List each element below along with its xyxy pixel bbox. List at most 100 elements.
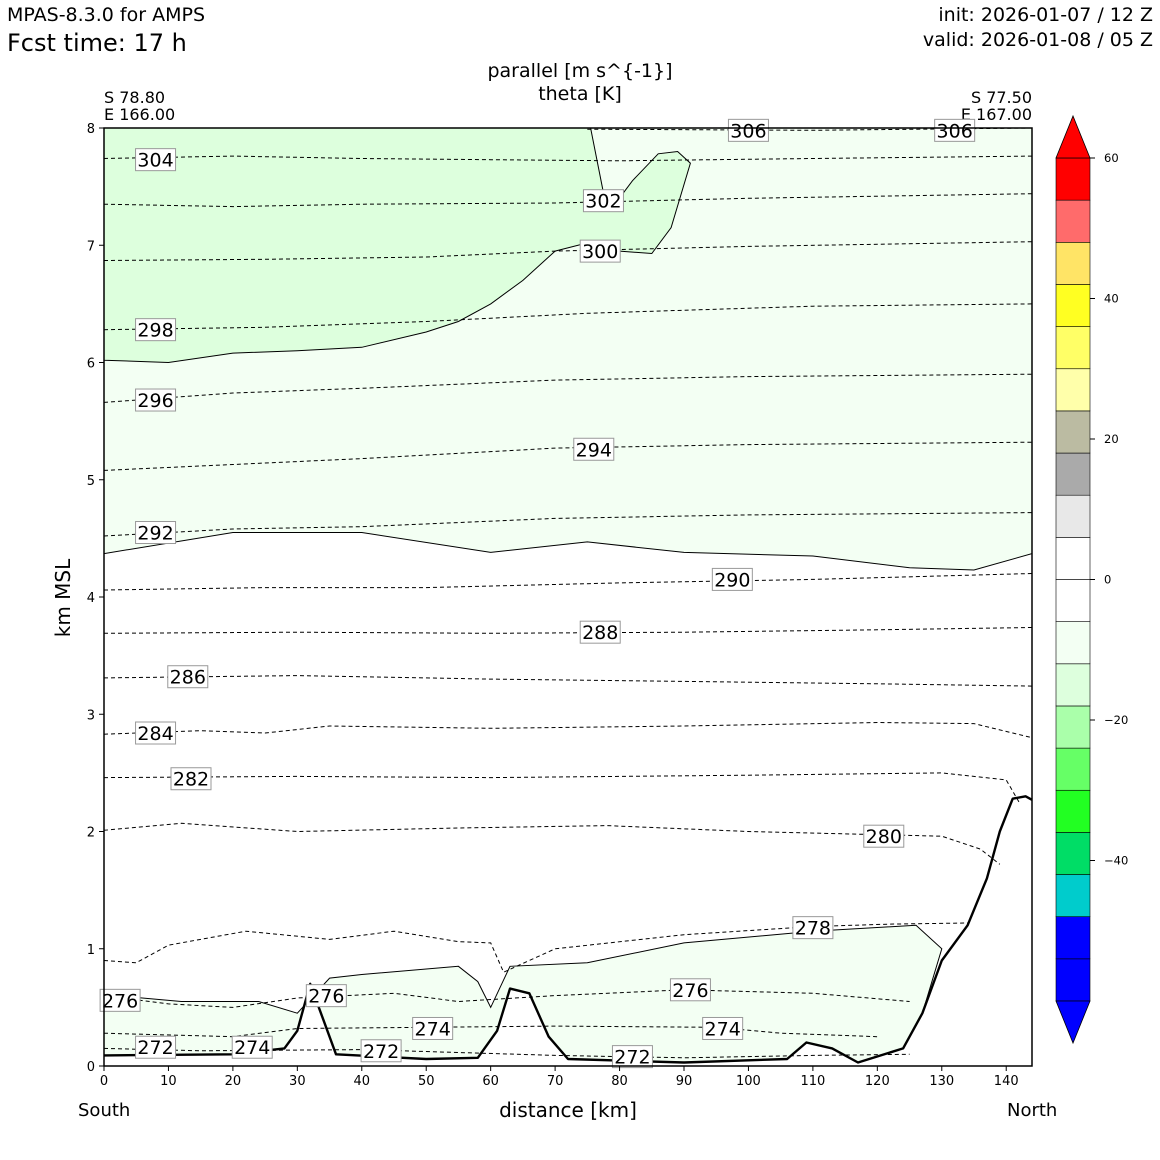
contour-label-3: 302 bbox=[582, 189, 624, 213]
contour-label-20: 274 bbox=[702, 1016, 744, 1040]
theta-contour-296 bbox=[104, 373, 1032, 403]
y-tick-label: 6 bbox=[87, 357, 95, 372]
contour-label-text: 294 bbox=[576, 439, 612, 461]
forecast-time: Fcst time: 17 h bbox=[7, 29, 187, 57]
contour-label-4: 300 bbox=[579, 239, 621, 263]
contour-label-16: 276 bbox=[99, 988, 141, 1012]
right-direction-label: North bbox=[1007, 1100, 1058, 1121]
colorbar-segment bbox=[1055, 621, 1091, 665]
colorbar: 60 40 20 0 −20 −40 bbox=[1055, 114, 1128, 1045]
colorbar-segment bbox=[1055, 326, 1091, 370]
chart-title-line-2: theta [K] bbox=[538, 83, 622, 105]
colorbar-segment bbox=[1055, 368, 1091, 412]
colorbar-tick-label: 20 bbox=[1104, 432, 1119, 446]
contour-label-text: 306 bbox=[937, 120, 973, 142]
x-tick-label: 130 bbox=[929, 1074, 954, 1089]
theta-contour-276 bbox=[104, 989, 910, 1008]
theta-contour-294 bbox=[104, 441, 1032, 471]
colorbar-segment bbox=[1055, 494, 1091, 538]
contour-label-text: 272 bbox=[614, 1047, 650, 1069]
contour-label-text: 272 bbox=[363, 1041, 399, 1063]
wind-fill-layer bbox=[104, 128, 1032, 1064]
contour-label-text: 290 bbox=[714, 569, 750, 591]
x-tick-label: 100 bbox=[736, 1074, 761, 1089]
colorbar-segment bbox=[1055, 916, 1091, 960]
contour-label-text: 300 bbox=[582, 241, 618, 263]
model-title: MPAS-8.3.0 for AMPS bbox=[7, 4, 206, 26]
contour-label-text: 298 bbox=[137, 320, 173, 342]
colorbar-segment bbox=[1055, 663, 1091, 707]
y-tick-label: 0 bbox=[87, 1060, 95, 1075]
y-tick-label: 7 bbox=[87, 239, 95, 254]
right-endpoint-lon: E 167.00 bbox=[960, 105, 1032, 124]
contour-label-text: 280 bbox=[866, 826, 902, 848]
colorbar-tick-label: −40 bbox=[1104, 854, 1128, 868]
x-tick-label: 140 bbox=[994, 1074, 1019, 1089]
colorbar-tick-label: 60 bbox=[1104, 151, 1119, 165]
contour-label-0: 304 bbox=[135, 148, 177, 172]
contour-label-layer: 304 306 306 302 300 298 296 294 292 290 288 286 284 2… bbox=[99, 118, 976, 1069]
x-tick-label: 20 bbox=[225, 1074, 242, 1089]
contour-label-text: 274 bbox=[415, 1018, 451, 1040]
colorbar-segment bbox=[1055, 537, 1091, 580]
colorbar-segment bbox=[1055, 705, 1091, 749]
theta-contour-274 bbox=[104, 1025, 878, 1038]
contour-label-6: 296 bbox=[135, 388, 177, 412]
x-tick-label: 80 bbox=[611, 1074, 628, 1089]
colorbar-segment bbox=[1055, 958, 1091, 1002]
theta-contour-292 bbox=[104, 512, 1032, 537]
theta-contour-302 bbox=[104, 193, 1032, 208]
contour-label-24: 272 bbox=[611, 1045, 653, 1069]
left-direction-label: South bbox=[78, 1100, 131, 1121]
theta-contour-286 bbox=[104, 675, 1032, 687]
y-tick-label: 3 bbox=[87, 708, 95, 723]
contour-label-text: 306 bbox=[730, 120, 766, 142]
x-tick-label: 0 bbox=[100, 1074, 108, 1089]
contour-label-18: 276 bbox=[669, 978, 711, 1002]
y-tick-label: 1 bbox=[87, 943, 95, 958]
colorbar-segment bbox=[1055, 242, 1091, 285]
colorbar-tick-label: −20 bbox=[1104, 713, 1128, 727]
left-endpoint-lat: S 78.80 bbox=[104, 88, 166, 107]
valid-time: valid: 2026-01-08 / 05 Z bbox=[922, 29, 1153, 51]
contour-label-text: 274 bbox=[705, 1018, 741, 1040]
contour-label-7: 294 bbox=[573, 437, 615, 461]
contour-label-19: 274 bbox=[412, 1016, 454, 1040]
contour-label-text: 274 bbox=[234, 1037, 270, 1059]
chart-title-line-1: parallel [m s^{-1}] bbox=[487, 60, 673, 82]
y-tick-label: 4 bbox=[87, 591, 95, 606]
contour-label-10: 288 bbox=[579, 620, 621, 644]
contour-label-text: 302 bbox=[585, 191, 621, 213]
right-endpoint-lat: S 77.50 bbox=[970, 88, 1032, 107]
colorbar-segment bbox=[1055, 284, 1091, 327]
contour-label-2: 306 bbox=[934, 118, 976, 142]
contour-label-23: 272 bbox=[360, 1039, 402, 1063]
x-tick-label: 120 bbox=[865, 1074, 890, 1089]
colorbar-segment bbox=[1055, 874, 1091, 917]
theta-contour-282 bbox=[104, 772, 1020, 803]
contour-label-17: 276 bbox=[305, 984, 347, 1008]
y-tick-label: 2 bbox=[87, 826, 95, 841]
theta-contour-290 bbox=[104, 573, 1032, 591]
theta-contour-284 bbox=[104, 721, 1032, 739]
contour-label-21: 274 bbox=[231, 1035, 273, 1059]
theta-contour-278 bbox=[104, 922, 968, 973]
x-tick-label: 30 bbox=[289, 1074, 306, 1089]
colorbar-over-arrow bbox=[1055, 114, 1091, 159]
y-tick-label: 8 bbox=[87, 122, 95, 137]
x-tick-label: 70 bbox=[547, 1074, 564, 1089]
x-axis-label: distance [km] bbox=[499, 1098, 637, 1122]
colorbar-under-arrow bbox=[1055, 1000, 1091, 1045]
contour-label-22: 272 bbox=[135, 1035, 177, 1059]
x-tick-label: 40 bbox=[354, 1074, 371, 1089]
axes-layer: 0 10 20 30 40 50 60 70 80 90 100 110 120 130 140 0 1 2 3 4 5… bbox=[87, 122, 1033, 1089]
colorbar-segment bbox=[1055, 157, 1091, 201]
contour-label-text: 286 bbox=[170, 667, 206, 689]
contour-label-text: 296 bbox=[137, 390, 173, 412]
contour-label-text: 276 bbox=[308, 986, 344, 1008]
colorbar-segment bbox=[1055, 832, 1091, 875]
theta-contour-298 bbox=[104, 303, 1032, 331]
left-endpoint-lon: E 166.00 bbox=[104, 105, 176, 124]
colorbar-segment bbox=[1055, 410, 1091, 454]
